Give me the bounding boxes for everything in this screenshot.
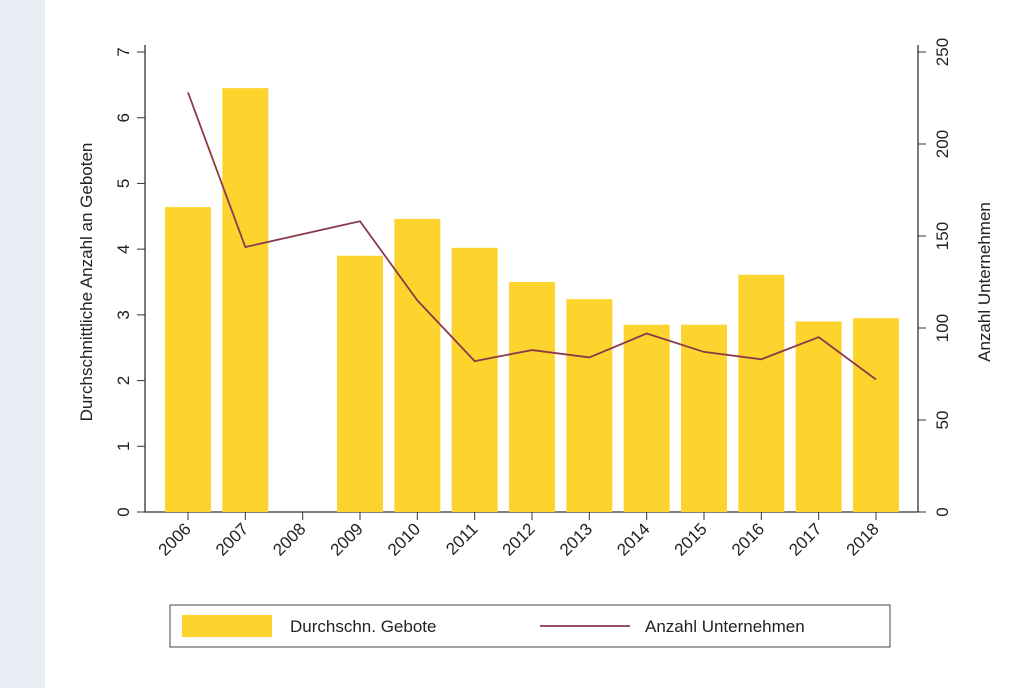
y-tick-label: 5 <box>114 179 133 188</box>
y-tick-label: 2 <box>114 376 133 385</box>
bar <box>795 321 842 512</box>
y-tick-label: 3 <box>114 310 133 319</box>
y-tick-label: 1 <box>114 442 133 451</box>
y2-axis-label: Anzahl Unternehmen <box>975 202 994 362</box>
y2-tick-label: 250 <box>933 38 952 66</box>
y2-tick-label: 200 <box>933 130 952 158</box>
bar <box>566 299 613 512</box>
y-tick-label: 7 <box>114 47 133 56</box>
y-axis-label: Durchschnittliche Anzahl an Geboten <box>77 143 96 422</box>
bar <box>623 324 670 512</box>
legend-box <box>169 604 891 648</box>
bar <box>681 324 727 512</box>
legend-label: Anzahl Unternehmen <box>645 617 805 636</box>
y-tick-label: 0 <box>114 507 133 516</box>
legend-label: Durchschn. Gebote <box>290 617 436 636</box>
bar <box>451 247 498 513</box>
y-tick-label: 4 <box>114 244 133 253</box>
bar <box>738 274 785 512</box>
y2-tick-label: 0 <box>933 507 952 516</box>
y2-tick-label: 50 <box>933 411 952 430</box>
bar <box>394 218 441 512</box>
bar <box>853 318 899 512</box>
legend-swatch <box>182 615 272 637</box>
bar <box>337 255 383 512</box>
y2-tick-label: 150 <box>933 222 952 250</box>
y2-tick-label: 100 <box>933 314 952 342</box>
bar <box>222 88 269 513</box>
y-tick-label: 6 <box>114 113 133 122</box>
line <box>187 92 877 381</box>
bar <box>165 207 211 513</box>
bar <box>509 282 555 512</box>
